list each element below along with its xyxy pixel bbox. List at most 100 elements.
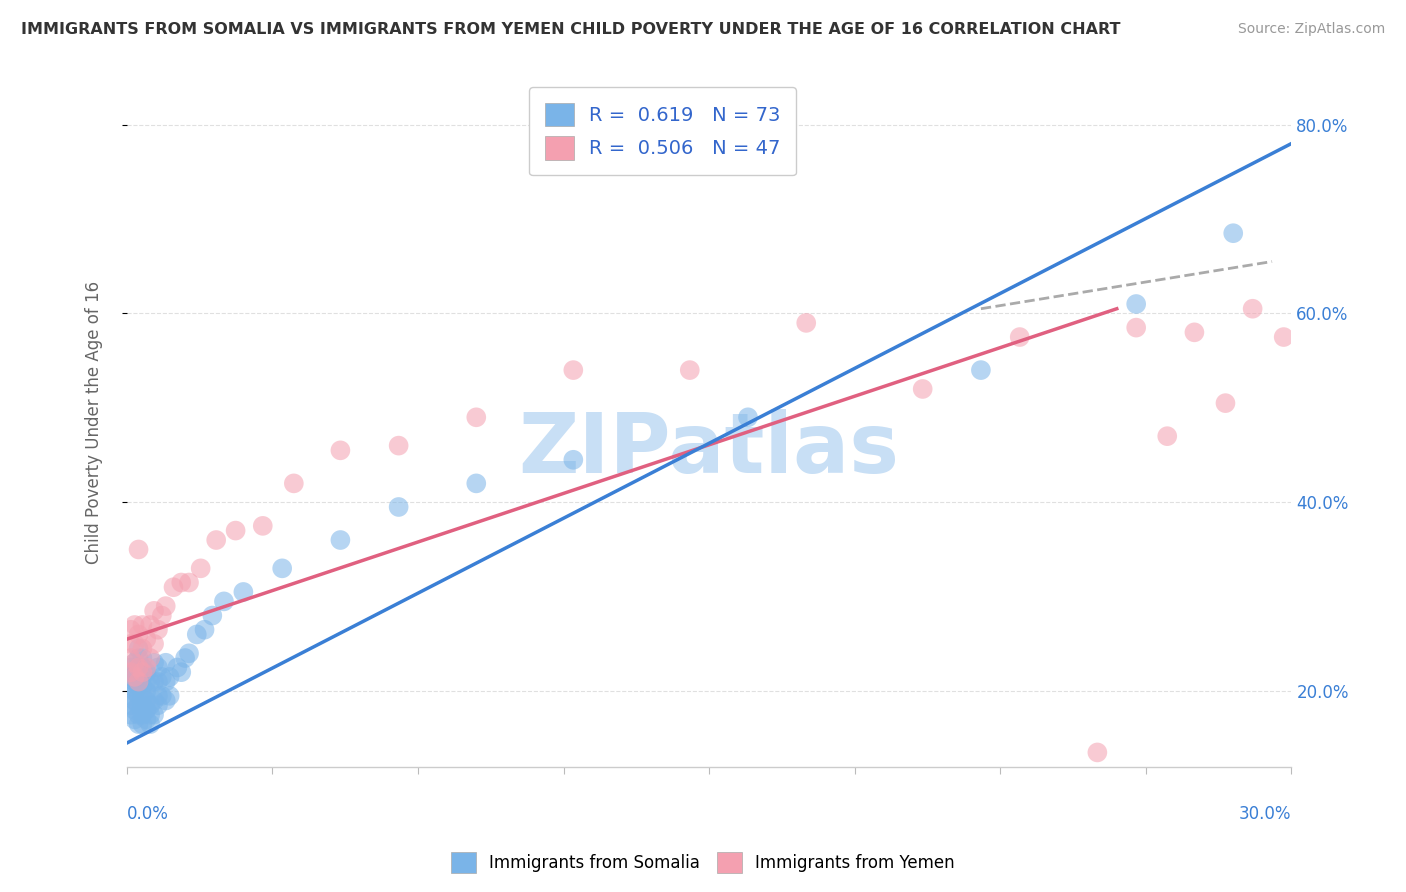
Point xyxy=(131,707,153,722)
Point xyxy=(150,689,173,703)
Point xyxy=(124,693,146,707)
Point xyxy=(139,618,162,632)
Text: ZIPatlas: ZIPatlas xyxy=(519,409,900,490)
Point xyxy=(124,670,146,684)
Point xyxy=(205,533,228,547)
Point xyxy=(128,698,150,713)
Point xyxy=(131,670,153,684)
Point xyxy=(146,698,169,713)
Point xyxy=(201,608,224,623)
Point xyxy=(131,665,153,680)
Point xyxy=(177,575,200,590)
Point xyxy=(135,665,157,680)
Point xyxy=(135,632,157,647)
Point xyxy=(155,693,177,707)
Point xyxy=(131,689,153,703)
Point xyxy=(131,698,153,713)
Point xyxy=(143,656,166,670)
Point xyxy=(232,585,254,599)
Point xyxy=(135,693,157,707)
Point xyxy=(124,703,146,717)
Point xyxy=(120,623,142,637)
Point xyxy=(128,627,150,641)
Point xyxy=(135,712,157,726)
Point xyxy=(124,665,146,680)
Point xyxy=(131,651,153,665)
Point xyxy=(124,618,146,632)
Point xyxy=(388,500,411,514)
Point xyxy=(128,717,150,731)
Text: IMMIGRANTS FROM SOMALIA VS IMMIGRANTS FROM YEMEN CHILD POVERTY UNDER THE AGE OF : IMMIGRANTS FROM SOMALIA VS IMMIGRANTS FR… xyxy=(21,22,1121,37)
Point xyxy=(146,623,169,637)
Point xyxy=(1125,320,1147,334)
Point xyxy=(128,674,150,689)
Text: 0.0%: 0.0% xyxy=(127,805,169,823)
Point xyxy=(128,660,150,674)
Point xyxy=(1222,226,1244,240)
Point xyxy=(170,575,193,590)
Point xyxy=(166,660,188,674)
Point xyxy=(139,717,162,731)
Point xyxy=(120,689,142,703)
Text: 30.0%: 30.0% xyxy=(1239,805,1292,823)
Legend: R =  0.619   N = 73, R =  0.506   N = 47: R = 0.619 N = 73, R = 0.506 N = 47 xyxy=(529,87,796,176)
Point xyxy=(193,623,215,637)
Point xyxy=(143,604,166,618)
Point xyxy=(1085,746,1108,760)
Point xyxy=(737,410,759,425)
Point xyxy=(128,689,150,703)
Point xyxy=(139,674,162,689)
Point xyxy=(143,637,166,651)
Point xyxy=(120,679,142,693)
Point xyxy=(186,627,208,641)
Point xyxy=(155,656,177,670)
Point xyxy=(120,698,142,713)
Text: Source: ZipAtlas.com: Source: ZipAtlas.com xyxy=(1237,22,1385,37)
Point xyxy=(128,542,150,557)
Point xyxy=(143,707,166,722)
Point xyxy=(465,476,488,491)
Point xyxy=(1184,326,1206,340)
Point xyxy=(139,707,162,722)
Point xyxy=(131,660,153,674)
Point xyxy=(794,316,817,330)
Point xyxy=(190,561,212,575)
Point xyxy=(174,651,197,665)
Point xyxy=(135,660,157,674)
Point xyxy=(1156,429,1178,443)
Point xyxy=(120,707,142,722)
Point xyxy=(1241,301,1264,316)
Point xyxy=(128,641,150,656)
Point xyxy=(120,651,142,665)
Point xyxy=(146,689,169,703)
Point xyxy=(128,679,150,693)
Point xyxy=(135,703,157,717)
Y-axis label: Child Poverty Under the Age of 16: Child Poverty Under the Age of 16 xyxy=(86,280,103,564)
Point xyxy=(283,476,305,491)
Point xyxy=(128,660,150,674)
Point xyxy=(143,693,166,707)
Point xyxy=(146,660,169,674)
Point xyxy=(329,533,352,547)
Legend: Immigrants from Somalia, Immigrants from Yemen: Immigrants from Somalia, Immigrants from… xyxy=(444,846,962,880)
Point xyxy=(271,561,294,575)
Point xyxy=(131,618,153,632)
Point xyxy=(1125,297,1147,311)
Point xyxy=(135,684,157,698)
Point xyxy=(128,670,150,684)
Point xyxy=(465,410,488,425)
Point xyxy=(225,524,247,538)
Point xyxy=(1215,396,1237,410)
Point xyxy=(388,439,411,453)
Point xyxy=(124,656,146,670)
Point xyxy=(212,594,235,608)
Point xyxy=(159,689,181,703)
Point xyxy=(159,670,181,684)
Point xyxy=(135,674,157,689)
Point xyxy=(162,580,184,594)
Point xyxy=(170,665,193,680)
Point xyxy=(124,656,146,670)
Point xyxy=(131,717,153,731)
Point xyxy=(124,674,146,689)
Point xyxy=(146,674,169,689)
